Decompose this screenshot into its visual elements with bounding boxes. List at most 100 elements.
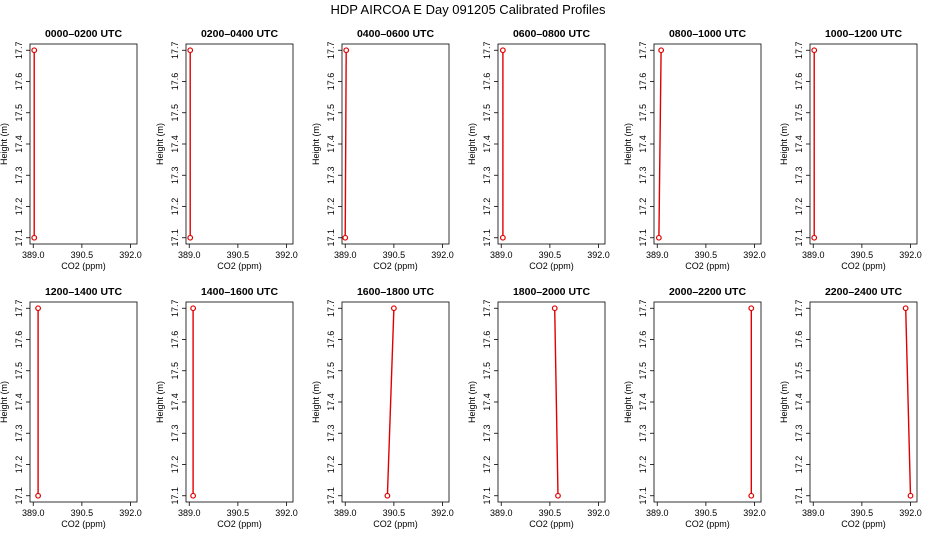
y-tick-label: 17.5 (14, 104, 24, 122)
plot-frame (809, 43, 918, 245)
y-axis-label: Height (m) (0, 381, 9, 423)
y-tick-label: 17.7 (638, 41, 648, 59)
x-tick-label: 390.5 (695, 508, 718, 518)
x-axis-label: CO2 (ppm) (841, 261, 886, 271)
data-point (655, 234, 662, 241)
plot-frame (653, 43, 762, 245)
y-tick-label: 17.1 (326, 487, 336, 505)
profile-line (554, 308, 559, 496)
y-tick-label: 17.6 (326, 73, 336, 91)
y-tick-label: 17.2 (638, 456, 648, 474)
panel-title: 1600–1800 UTC (357, 286, 434, 298)
y-tick-label: 17.3 (638, 424, 648, 442)
panel-title: 1400–1600 UTC (201, 286, 278, 298)
data-point (31, 234, 38, 241)
y-tick-label: 17.4 (326, 393, 336, 411)
data-point (811, 234, 818, 241)
x-tick-label: 389.0 (646, 508, 669, 518)
y-tick-label: 17.6 (638, 331, 648, 349)
profile-line (386, 308, 395, 496)
y-axis-label: Height (m) (311, 381, 321, 423)
y-tick-label: 17.1 (326, 229, 336, 247)
panel: 0800–1000 UTC 389.0 390.5 392.0 17.1 17.2 17.3… (623, 28, 766, 271)
x-tick-label: 392.0 (743, 250, 766, 260)
x-tick-label: 390.5 (383, 250, 406, 260)
y-tick-label: 17.3 (14, 424, 24, 442)
y-tick-label: 17.2 (170, 198, 180, 216)
panel: 1800–2000 UTC 389.0 390.5 392.0 17.1 17.2 17.3… (467, 286, 610, 529)
y-tick-label: 17.7 (794, 41, 804, 59)
data-point (748, 305, 755, 312)
panels-grid: 0000–0200 UTC 389.0 390.5 392.0 17.1 17.2 17.3… (0, 28, 922, 529)
panel-title: 0600–0800 UTC (513, 28, 590, 40)
y-tick-label: 17.5 (638, 104, 648, 122)
y-tick-label: 17.5 (14, 362, 24, 380)
y-tick-label: 17.5 (170, 104, 180, 122)
x-tick-label: 392.0 (743, 508, 766, 518)
data-point (907, 492, 914, 499)
y-tick-label: 17.5 (638, 362, 648, 380)
plot-frame (497, 43, 606, 245)
x-tick-label: 392.0 (119, 250, 142, 260)
panel: 0000–0200 UTC 389.0 390.5 392.0 17.1 17.2 17.3… (0, 28, 142, 271)
y-tick-label: 17.3 (170, 424, 180, 442)
x-axis-label: CO2 (ppm) (61, 519, 106, 529)
x-tick-label: 390.5 (71, 250, 94, 260)
y-axis-label: Height (m) (467, 123, 477, 165)
y-tick-label: 17.5 (482, 362, 492, 380)
x-axis-label: CO2 (ppm) (61, 261, 106, 271)
x-tick-label: 389.0 (334, 508, 357, 518)
y-tick-label: 17.1 (638, 487, 648, 505)
data-point (551, 305, 558, 312)
data-point (499, 47, 506, 54)
x-axis-label: CO2 (ppm) (685, 261, 730, 271)
data-point (190, 492, 197, 499)
x-tick-label: 390.5 (539, 508, 562, 518)
y-tick-label: 17.7 (170, 41, 180, 59)
y-axis-label: Height (m) (155, 123, 165, 165)
plot-frame (341, 43, 450, 245)
y-tick-label: 17.7 (14, 299, 24, 317)
x-tick-label: 390.5 (227, 508, 250, 518)
data-point (658, 47, 665, 54)
x-tick-label: 389.0 (802, 250, 825, 260)
data-point (811, 47, 818, 54)
x-tick-label: 392.0 (275, 508, 298, 518)
y-tick-label: 17.6 (482, 73, 492, 91)
plot-frame (341, 301, 450, 503)
profile-line (905, 308, 912, 496)
y-tick-label: 17.7 (326, 299, 336, 317)
y-tick-label: 17.7 (482, 299, 492, 317)
y-tick-label: 17.2 (326, 456, 336, 474)
panel: 1400–1600 UTC 389.0 390.5 392.0 17.1 17.2 17.3… (155, 286, 298, 529)
x-tick-label: 392.0 (899, 508, 922, 518)
x-tick-label: 390.5 (851, 508, 874, 518)
data-point (902, 305, 909, 312)
y-tick-label: 17.2 (14, 456, 24, 474)
panel-title: 2200–2400 UTC (825, 286, 902, 298)
data-point (187, 234, 194, 241)
y-tick-label: 17.7 (638, 299, 648, 317)
x-tick-label: 390.5 (851, 250, 874, 260)
y-tick-label: 17.2 (170, 456, 180, 474)
profile-line (344, 50, 347, 238)
panel: 0400–0600 UTC 389.0 390.5 392.0 17.1 17.2 17.3… (311, 28, 454, 271)
y-tick-label: 17.4 (14, 393, 24, 411)
panel-title: 0000–0200 UTC (45, 28, 122, 40)
data-point (384, 492, 391, 499)
y-tick-label: 17.6 (482, 331, 492, 349)
x-tick-label: 392.0 (119, 508, 142, 518)
x-tick-label: 392.0 (587, 250, 610, 260)
x-tick-label: 390.5 (383, 508, 406, 518)
x-axis-label: CO2 (ppm) (217, 519, 262, 529)
x-tick-label: 389.0 (178, 250, 201, 260)
y-tick-label: 17.4 (482, 135, 492, 153)
x-axis-label: CO2 (ppm) (373, 261, 418, 271)
y-tick-label: 17.7 (794, 299, 804, 317)
y-tick-label: 17.7 (170, 299, 180, 317)
y-tick-label: 17.3 (326, 166, 336, 184)
y-tick-label: 17.3 (14, 166, 24, 184)
y-tick-label: 17.4 (794, 393, 804, 411)
x-tick-label: 390.5 (71, 508, 94, 518)
y-tick-label: 17.6 (14, 331, 24, 349)
